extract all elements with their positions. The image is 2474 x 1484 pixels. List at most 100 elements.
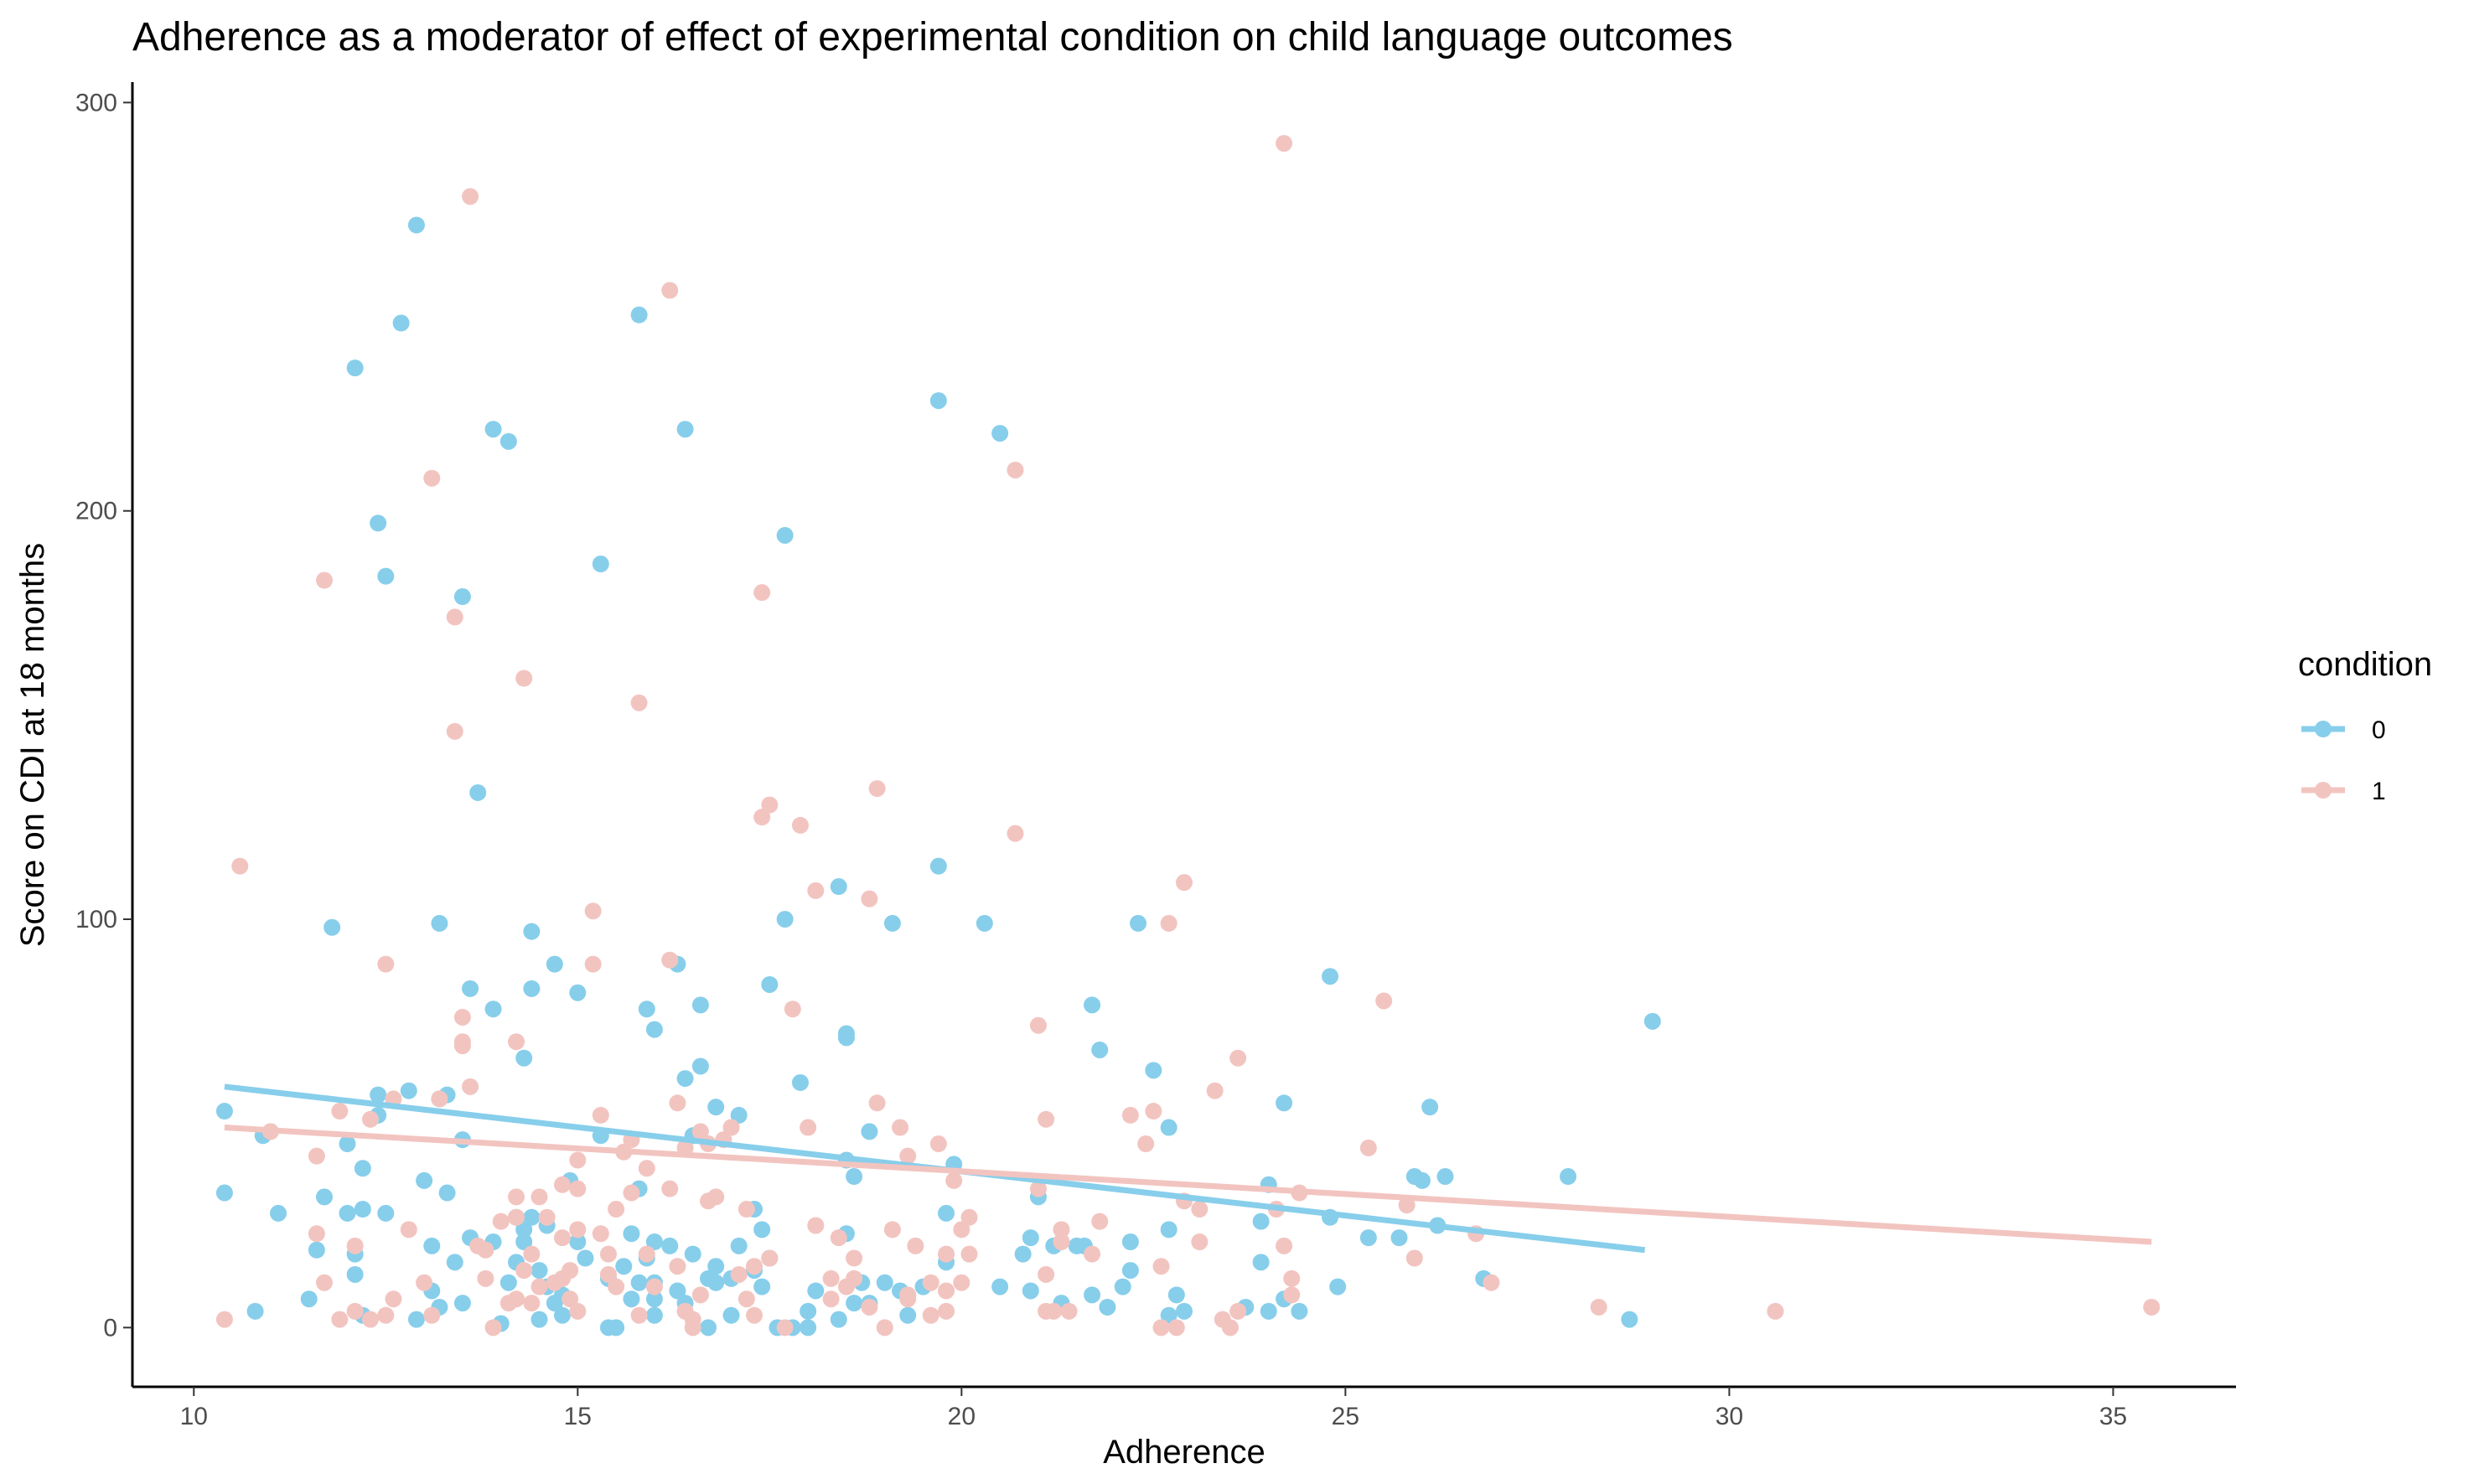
data-point <box>1176 1302 1193 1320</box>
data-point <box>515 1049 533 1067</box>
data-point <box>1390 1229 1408 1247</box>
data-point <box>569 1233 587 1250</box>
data-point <box>753 1221 771 1238</box>
data-point <box>623 1290 640 1308</box>
data-point <box>746 1306 763 1324</box>
data-point <box>730 1237 748 1254</box>
data-point <box>1405 1249 1423 1267</box>
data-point <box>645 1021 663 1038</box>
x-tick-label: 30 <box>1716 1403 1743 1430</box>
data-point <box>546 955 563 973</box>
data-point <box>661 951 679 969</box>
data-point <box>868 1094 886 1112</box>
data-point <box>270 1204 287 1222</box>
data-point <box>584 902 602 920</box>
data-point <box>630 1274 648 1291</box>
data-point <box>899 1306 917 1324</box>
data-point <box>477 1241 494 1259</box>
data-point <box>722 1306 740 1324</box>
data-point <box>1229 1049 1247 1067</box>
data-point <box>508 1290 525 1308</box>
data-point <box>684 1245 701 1263</box>
data-point <box>484 1319 502 1337</box>
data-point <box>1038 1110 1055 1128</box>
data-point <box>1483 1274 1500 1291</box>
data-point <box>707 1274 725 1291</box>
data-point <box>1621 1311 1638 1328</box>
data-point <box>1590 1298 1607 1316</box>
data-point <box>1014 1245 1032 1263</box>
data-point <box>1421 1099 1439 1116</box>
data-point <box>1045 1302 1063 1320</box>
data-point <box>784 1001 801 1018</box>
data-point <box>584 955 602 973</box>
data-point <box>569 1221 587 1238</box>
data-point <box>508 1033 525 1051</box>
data-point <box>1022 1229 1039 1247</box>
data-point <box>645 1278 663 1295</box>
legend-key-point <box>2315 782 2332 799</box>
data-point <box>730 1265 748 1283</box>
data-point <box>1091 1213 1109 1230</box>
data-point <box>1084 1286 1101 1304</box>
data-point <box>938 1204 955 1222</box>
data-point <box>1560 1168 1577 1186</box>
data-point <box>423 1306 441 1324</box>
data-point <box>1084 1245 1101 1263</box>
data-point <box>608 1319 625 1337</box>
data-point <box>308 1241 325 1259</box>
data-point <box>1229 1302 1247 1320</box>
legend-item-0: 0 <box>2301 716 2386 744</box>
data-point <box>1121 1106 1139 1124</box>
y-tick-label: 200 <box>75 498 117 525</box>
data-point <box>423 1237 441 1254</box>
data-point <box>960 1245 978 1263</box>
data-point <box>523 1245 541 1263</box>
data-point <box>761 796 779 814</box>
data-point <box>1007 825 1024 842</box>
data-point <box>676 421 694 438</box>
data-point <box>1413 1171 1431 1189</box>
data-point <box>608 1278 625 1295</box>
data-point <box>592 556 609 573</box>
data-point <box>1114 1278 1131 1295</box>
data-point <box>938 1302 955 1320</box>
data-point <box>484 421 502 438</box>
data-point <box>707 1188 725 1206</box>
legend-key-point <box>2315 721 2332 737</box>
data-point <box>1152 1319 1170 1337</box>
data-point <box>446 722 463 740</box>
data-point <box>1053 1221 1070 1238</box>
data-point <box>1160 914 1177 932</box>
data-point <box>453 1037 471 1055</box>
data-point <box>791 816 809 834</box>
data-point <box>1084 996 1101 1014</box>
chart-title: Adherence as a moderator of effect of ex… <box>132 15 1733 59</box>
data-point <box>1276 1094 1293 1112</box>
data-point <box>991 1278 1009 1295</box>
data-point <box>1029 1016 1047 1034</box>
data-point <box>599 1265 617 1283</box>
y-tick-label: 300 <box>75 89 117 116</box>
data-point <box>1053 1233 1070 1250</box>
data-point <box>846 1249 863 1267</box>
data-point <box>538 1208 556 1226</box>
data-point <box>753 584 771 602</box>
data-point <box>392 314 410 332</box>
data-point <box>615 1258 633 1275</box>
data-point <box>354 1201 371 1218</box>
data-point <box>922 1274 939 1291</box>
data-point <box>1007 461 1024 478</box>
data-point <box>492 1213 510 1230</box>
data-point <box>215 1184 233 1202</box>
data-point <box>1152 1258 1170 1275</box>
data-point <box>331 1103 349 1120</box>
data-point <box>800 1302 817 1320</box>
data-point <box>339 1204 356 1222</box>
data-point <box>661 1180 679 1197</box>
data-point <box>431 1090 448 1108</box>
data-point <box>861 1123 878 1140</box>
data-point <box>592 1225 609 1243</box>
data-point <box>707 1258 725 1275</box>
data-point <box>431 914 448 932</box>
